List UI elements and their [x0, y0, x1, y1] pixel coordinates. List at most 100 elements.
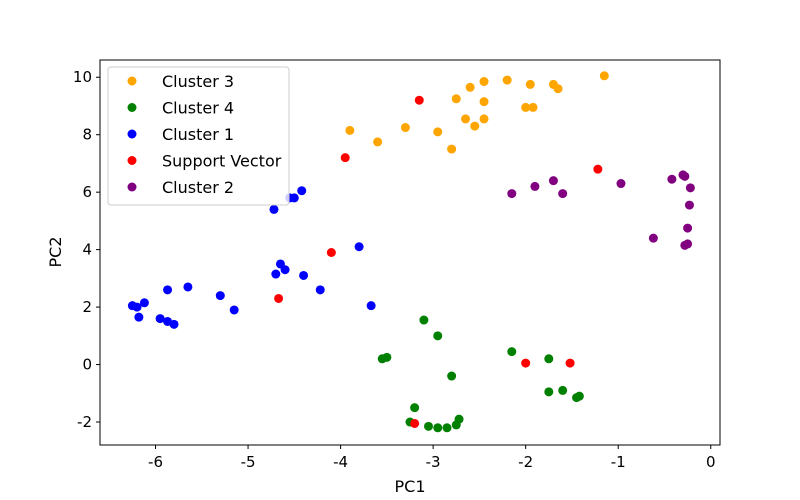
- y-tick-label: 10: [73, 68, 92, 86]
- data-point: [525, 79, 535, 89]
- y-tick-label: 8: [82, 126, 92, 144]
- legend-box: [107, 66, 290, 206]
- data-point: [366, 301, 376, 311]
- data-point: [454, 414, 464, 424]
- data-point: [442, 423, 452, 433]
- data-point: [599, 71, 609, 81]
- data-point: [502, 75, 512, 85]
- data-point: [521, 358, 531, 368]
- data-point: [229, 305, 239, 315]
- legend-label: Cluster 2: [162, 178, 234, 197]
- data-point: [680, 171, 690, 181]
- legend-label: Support Vector: [162, 152, 282, 171]
- data-point: [479, 114, 489, 124]
- data-point: [558, 189, 568, 199]
- data-point: [354, 242, 364, 252]
- legend-label: Cluster 1: [162, 125, 234, 144]
- x-tick-label: -2: [518, 453, 533, 471]
- data-point: [345, 125, 355, 135]
- data-point: [433, 331, 443, 341]
- data-point: [648, 233, 658, 243]
- data-point: [289, 193, 299, 203]
- x-tick-label: -6: [148, 453, 163, 471]
- data-point: [683, 239, 693, 249]
- data-point: [315, 285, 325, 295]
- data-point: [433, 127, 443, 137]
- data-point: [528, 102, 538, 112]
- legend: Cluster 3 Cluster 4 Cluster 1 Support Vecto…: [107, 66, 290, 206]
- data-point: [419, 315, 429, 325]
- data-point: [507, 347, 517, 357]
- x-tick-label: -5: [241, 453, 256, 471]
- data-point: [544, 387, 554, 397]
- data-point: [424, 421, 434, 431]
- legend-label: Cluster 4: [162, 99, 234, 118]
- legend-marker: [127, 129, 137, 139]
- plot-marks: [127, 71, 695, 433]
- data-point: [169, 319, 179, 329]
- legend-label: Cluster 3: [162, 72, 234, 91]
- data-point: [269, 204, 279, 214]
- data-point: [297, 186, 307, 196]
- data-point: [163, 285, 173, 295]
- data-point: [447, 144, 457, 154]
- data-point: [433, 423, 443, 433]
- data-point: [507, 189, 517, 199]
- data-point: [215, 291, 225, 301]
- data-point: [685, 183, 695, 193]
- y-tick-label: 6: [82, 183, 92, 201]
- data-point: [684, 200, 694, 210]
- data-point: [479, 77, 489, 87]
- data-point: [548, 176, 558, 186]
- data-point: [470, 121, 480, 131]
- data-point: [280, 265, 290, 275]
- y-tick-label: 2: [82, 298, 92, 316]
- data-point: [479, 97, 489, 107]
- legend-marker: [127, 103, 137, 112]
- data-point: [340, 153, 350, 163]
- data-point: [558, 385, 568, 395]
- data-point: [382, 352, 392, 362]
- x-axis: -6 -5 -4 -3 -2 -1 0: [148, 445, 716, 471]
- data-point: [521, 102, 531, 112]
- data-point: [461, 114, 471, 124]
- data-point: [414, 95, 424, 105]
- data-point: [530, 181, 540, 191]
- y-tick-label: 0: [82, 356, 92, 374]
- data-point: [574, 391, 584, 401]
- data-point: [139, 298, 149, 308]
- data-point: [132, 302, 142, 312]
- data-point: [616, 179, 626, 189]
- x-tick-label: -4: [333, 453, 348, 471]
- data-point: [553, 84, 563, 94]
- y-tick-label: -2: [77, 413, 92, 431]
- data-point: [447, 371, 457, 381]
- x-axis-label: PC1: [395, 477, 426, 496]
- data-point: [593, 164, 603, 174]
- data-point: [326, 248, 336, 257]
- data-point: [451, 94, 461, 104]
- x-tick-label: -3: [426, 453, 441, 471]
- data-point: [134, 312, 144, 322]
- plot-area-frame: [99, 59, 721, 446]
- data-point: [400, 123, 410, 133]
- data-point: [155, 314, 165, 324]
- x-tick-label: 0: [706, 453, 716, 471]
- data-point: [183, 282, 193, 292]
- legend-marker: [127, 156, 137, 165]
- y-axis-label: PC2: [46, 237, 65, 268]
- data-point: [410, 403, 420, 413]
- data-point: [274, 293, 284, 303]
- legend-marker: [127, 182, 137, 192]
- data-point: [465, 82, 475, 92]
- data-point: [271, 269, 281, 279]
- x-tick-label: -1: [611, 453, 626, 471]
- data-point: [544, 354, 554, 364]
- data-point: [373, 137, 383, 147]
- data-point: [683, 223, 693, 233]
- data-point: [299, 270, 309, 280]
- data-point: [667, 174, 677, 184]
- y-axis: -2 0 2 4 6 8 10: [73, 68, 100, 431]
- legend-marker: [127, 76, 137, 86]
